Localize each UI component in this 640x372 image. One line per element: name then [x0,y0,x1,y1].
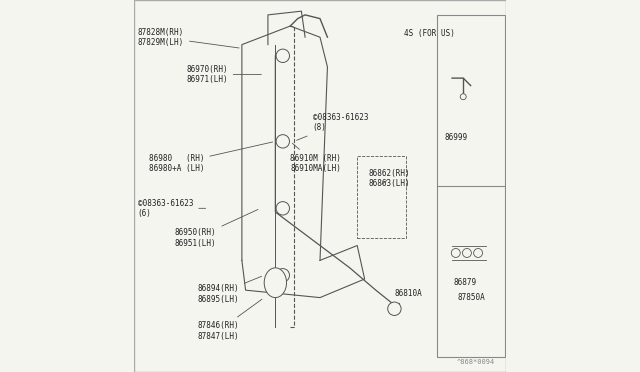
Text: 87828M(RH)
87829M(LH): 87828M(RH) 87829M(LH) [138,28,239,48]
Circle shape [276,202,289,215]
Text: 86862(RH)
86863(LH): 86862(RH) 86863(LH) [369,169,410,188]
Circle shape [463,248,472,257]
Text: ^868*0094: ^868*0094 [456,359,495,365]
Text: 87846(RH)
87847(LH): 87846(RH) 87847(LH) [197,299,262,341]
Text: 86999: 86999 [444,133,467,142]
Circle shape [276,269,289,282]
Text: 86910M (RH)
86910MA(LH): 86910M (RH) 86910MA(LH) [291,143,341,173]
Text: 86894(RH)
86895(LH): 86894(RH) 86895(LH) [197,276,262,304]
Bar [357,156,406,238]
Circle shape [451,248,460,257]
Circle shape [388,302,401,315]
Circle shape [460,94,466,100]
Text: 4S (FOR US): 4S (FOR US) [404,29,454,38]
Text: 86879: 86879 [453,278,476,287]
Bar [437,15,505,357]
Text: 86950(RH)
86951(LH): 86950(RH) 86951(LH) [175,209,258,248]
Text: 87850A: 87850A [458,293,485,302]
Text: 86970(RH)
86971(LH): 86970(RH) 86971(LH) [186,65,261,84]
Circle shape [276,135,289,148]
Text: ©08363-61623
(6): ©08363-61623 (6) [138,199,205,218]
Circle shape [276,49,289,62]
Text: ©08363-61623
(8): ©08363-61623 (8) [296,113,368,140]
Text: 86810A: 86810A [394,289,422,307]
FancyBboxPatch shape [134,0,506,372]
Text: 86980   (RH)
86980+A (LH): 86980 (RH) 86980+A (LH) [149,142,273,173]
Ellipse shape [264,268,287,298]
Circle shape [474,248,483,257]
